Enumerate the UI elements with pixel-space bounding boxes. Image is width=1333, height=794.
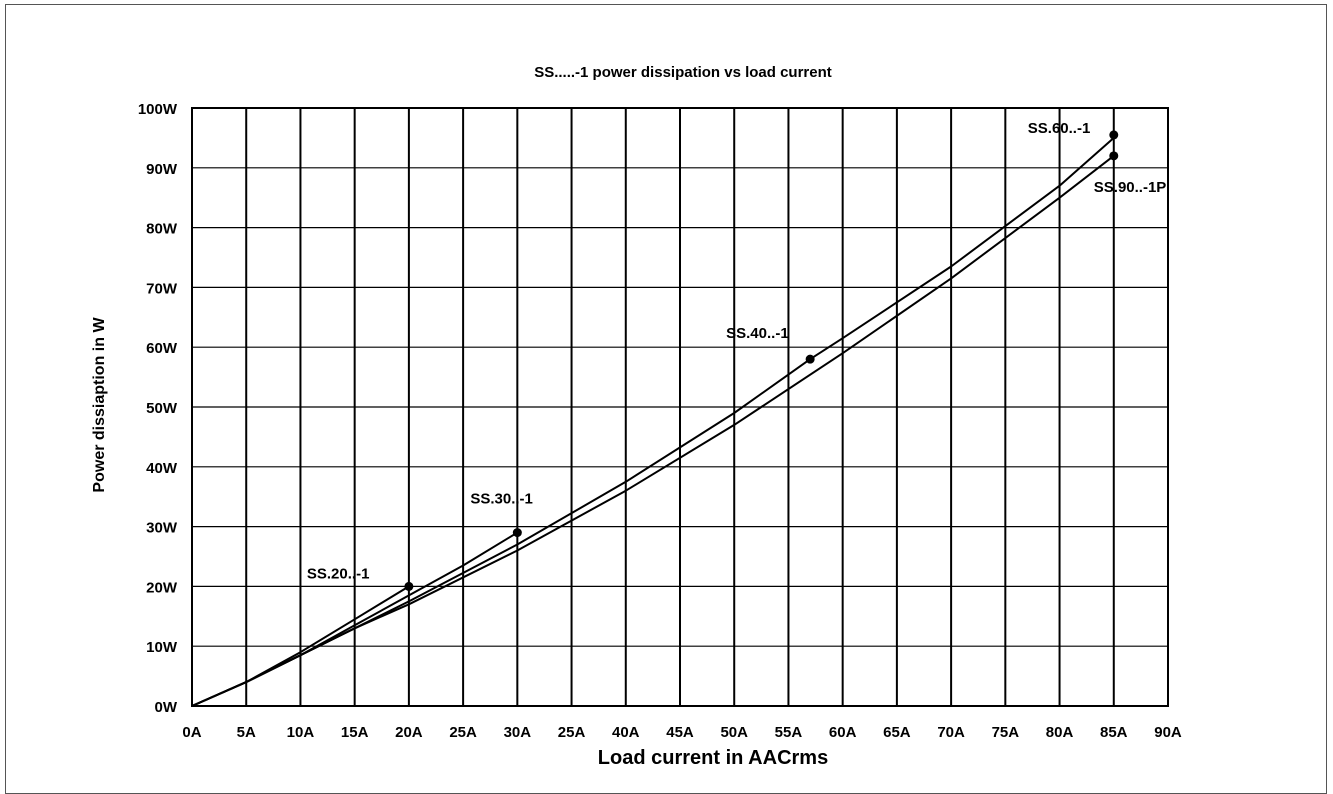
y-tick-label: 50W (146, 400, 178, 417)
x-tick-label: 45A (666, 724, 694, 741)
x-tick-label: 40A (612, 724, 640, 741)
point-label: SS.30..-1 (470, 491, 533, 508)
y-tick-label: 10W (146, 639, 178, 656)
point-label: SS.40..-1 (726, 325, 789, 342)
x-tick-label: 80A (1046, 724, 1074, 741)
y-tick-label: 90W (146, 161, 178, 178)
plot-border (191, 107, 1169, 707)
data-point (404, 581, 414, 591)
y-tick-label: 100W (138, 101, 178, 118)
series-line (191, 155, 1115, 707)
data-point (805, 354, 815, 364)
y-tick-label: 30W (146, 520, 178, 537)
y-tick-label: 40W (146, 460, 178, 477)
point-markers: SS.20..-1 SS.30..-1 SS.40..-1 SS.60..-1 SS.9… (307, 120, 1166, 591)
x-tick-label: 60A (829, 724, 857, 741)
y-axis-ticks: 0W 10W 20W 30W 40W 50W 60W 70W 80W 90W 100W (138, 101, 178, 716)
x-tick-label: 25A (558, 724, 586, 741)
y-tick-label: 70W (146, 280, 178, 297)
x-tick-label: 90A (1154, 724, 1182, 741)
data-point (512, 528, 522, 538)
x-tick-label: 20A (395, 724, 423, 741)
x-tick-label: 55A (775, 724, 803, 741)
x-tick-label: 65A (883, 724, 911, 741)
chart-title: SS.....-1 power dissipation vs load curr… (534, 64, 832, 81)
x-tick-label: 15A (341, 724, 369, 741)
series-lines (191, 137, 1115, 707)
x-tick-label: 10A (287, 724, 315, 741)
x-tick-label: 85A (1100, 724, 1128, 741)
x-tick-label: 5A (237, 724, 256, 741)
x-tick-label: 30A (504, 724, 532, 741)
x-axis-label: Load current in AACrms (598, 747, 828, 769)
y-tick-label: 80W (146, 221, 178, 238)
grid (192, 108, 1168, 706)
x-axis-ticks: 0A 5A 10A 15A 20A 25A 30A 25A 40A 45A 50A 55A 60A 65A… (182, 724, 1182, 741)
y-tick-label: 20W (146, 579, 178, 596)
x-tick-label: 70A (937, 724, 965, 741)
x-tick-label: 50A (720, 724, 748, 741)
y-tick-label: 60W (146, 340, 178, 357)
point-label: SS.90..-1P (1094, 179, 1167, 196)
series-line (191, 531, 518, 707)
y-tick-label: 0W (155, 699, 178, 716)
point-label: SS.20..-1 (307, 565, 370, 582)
point-label: SS.60..-1 (1028, 120, 1091, 137)
series-line (191, 137, 1115, 707)
x-tick-label: 25A (449, 724, 477, 741)
y-axis-label: Power dissiaption in W (91, 317, 108, 493)
x-tick-label: 75A (992, 724, 1020, 741)
x-tick-label: 0A (182, 724, 201, 741)
data-point (1109, 151, 1119, 161)
data-point (1109, 130, 1119, 140)
